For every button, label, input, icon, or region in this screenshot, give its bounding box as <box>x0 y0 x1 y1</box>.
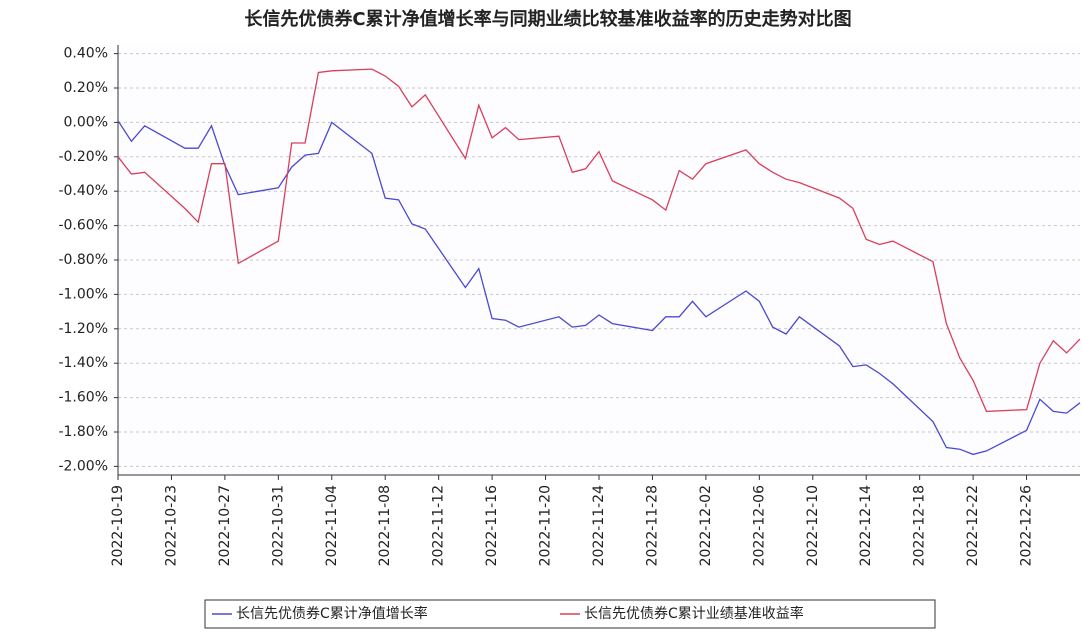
x-tick-label: 2022-12-14 <box>858 485 874 566</box>
x-tick-label: 2022-10-27 <box>217 485 233 566</box>
x-tick-label: 2022-12-26 <box>1019 485 1035 566</box>
x-tick-label: 2022-10-19 <box>110 485 126 566</box>
y-tick-label: -0.40% <box>58 183 108 199</box>
legend-label: 长信先优债券C累计业绩基准收益率 <box>584 605 804 622</box>
y-tick-label: 0.20% <box>64 80 108 96</box>
y-tick-label: -1.60% <box>58 390 108 406</box>
chart-title: 长信先优债券C累计净值增长率与同期业绩比较基准收益率的历史走势对比图 <box>244 8 851 30</box>
x-tick-label: 2022-11-08 <box>377 485 393 566</box>
x-tick-label: 2022-11-24 <box>591 485 607 566</box>
legend-label: 长信先优债券C累计净值增长率 <box>236 605 428 622</box>
y-tick-label: -1.80% <box>58 424 108 440</box>
x-tick-label: 2022-12-06 <box>751 485 767 566</box>
x-tick-label: 2022-11-16 <box>484 485 500 566</box>
y-tick-label: -1.40% <box>58 355 108 371</box>
x-tick-label: 2022-11-20 <box>538 485 554 566</box>
y-tick-label: -0.60% <box>58 218 108 234</box>
x-tick-label: 2022-11-12 <box>431 485 447 566</box>
x-tick-label: 2022-12-10 <box>805 485 821 566</box>
x-tick-label: 2022-12-18 <box>912 485 928 566</box>
y-tick-label: 0.40% <box>64 46 108 62</box>
x-tick-label: 2022-10-23 <box>163 485 179 566</box>
y-tick-label: -0.20% <box>58 149 108 165</box>
x-tick-label: 2022-11-28 <box>644 485 660 566</box>
x-tick-label: 2022-12-02 <box>698 485 714 566</box>
y-tick-label: -1.00% <box>58 286 108 302</box>
y-tick-label: -0.80% <box>58 252 108 268</box>
y-tick-label: -2.00% <box>58 458 108 474</box>
series-line <box>117 68 1081 413</box>
x-tick-label: 2022-11-04 <box>324 485 340 566</box>
y-tick-label: 0.00% <box>64 114 108 130</box>
x-tick-label: 2022-10-31 <box>270 485 286 566</box>
y-tick-label: -1.20% <box>58 321 108 337</box>
x-tick-label: 2022-12-22 <box>965 485 981 566</box>
